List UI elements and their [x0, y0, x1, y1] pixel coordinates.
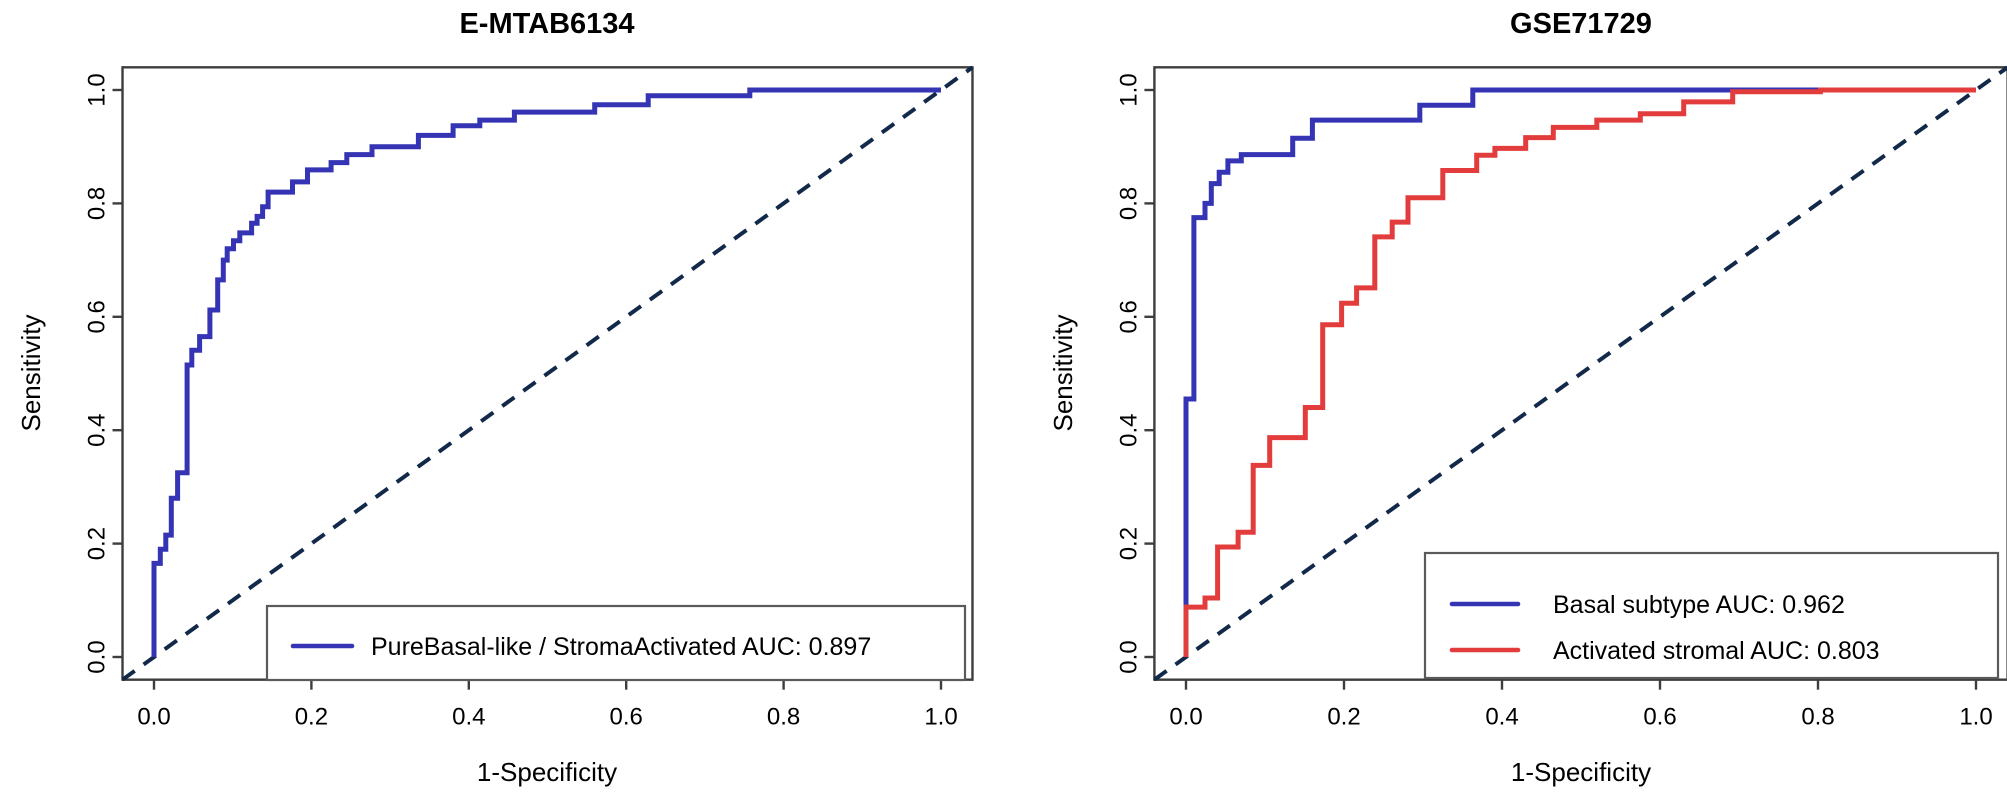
y-tick-label: 0.6 [84, 300, 111, 333]
x-axis-label: 1-Specificity [1511, 757, 1651, 787]
panel-emtab6134: E-MTAB6134 1-Specificity Sensitivity 0.0… [16, 8, 974, 787]
y-tick-label: 0.8 [84, 187, 111, 220]
y-tick-label: 0.0 [84, 640, 111, 673]
plot-frame [1153, 66, 2007, 681]
y-tick-label: 0.2 [1115, 527, 1142, 560]
y-axis-label: Sensitivity [1048, 314, 1078, 431]
x-tick-label: 0.8 [767, 704, 800, 731]
x-tick-label: 1.0 [924, 704, 957, 731]
x-tick-label: 0.8 [1801, 704, 1834, 731]
legend-frame [1423, 551, 2000, 680]
x-axis-label: 1-Specificity [477, 757, 617, 787]
panel-gse71729: GSE71729 1-Specificity Sensitivity 0.0 0.… [1048, 8, 2007, 787]
y-tick-label: 1.0 [84, 73, 111, 106]
x-tick-label: 0.0 [137, 704, 170, 731]
x-tick-label: 1.0 [1959, 704, 1992, 731]
x-tick-label: 0.2 [295, 704, 328, 731]
panel-title: E-MTAB6134 [459, 8, 634, 40]
x-tick-label: 0.2 [1327, 704, 1360, 731]
x-tick-label: 0.6 [610, 704, 643, 731]
x-tick-label: 0.4 [1485, 704, 1518, 731]
x-tick-label: 0.4 [452, 704, 485, 731]
y-tick-label: 0.4 [84, 414, 111, 447]
y-tick-label: 1.0 [1115, 73, 1142, 106]
y-tick-label: 0.0 [1115, 640, 1142, 673]
chance-diagonal-line [121, 65, 974, 682]
legend-label: Basal subtype AUC: 0.962 [1553, 591, 1845, 619]
legend-frame [265, 604, 967, 682]
x-tick-label: 0.6 [1643, 704, 1676, 731]
plot-area: 0.0 0.2 0.4 0.6 0.8 1.0 0.0 0.2 0.4 0.6 0.8 1.0 [1115, 65, 2007, 731]
roc-curve-activated-stromal [1183, 87, 1976, 657]
legend-box: Basal subtype AUC: 0.962 Activated strom… [1423, 551, 2000, 680]
legend-box: PureBasal-like / StromaActivated AUC: 0.… [265, 604, 967, 682]
y-axis-label: Sensitivity [16, 314, 46, 431]
panel-title: GSE71729 [1510, 8, 1652, 40]
x-tick-label: 0.0 [1169, 704, 1202, 731]
legend-label: PureBasal-like / StromaActivated AUC: 0.… [371, 633, 871, 661]
y-tick-label: 0.6 [1115, 300, 1142, 333]
legend-label: Activated stromal AUC: 0.803 [1553, 637, 1880, 665]
roc-curve-basal-subtype [1183, 87, 1976, 657]
y-tick-label: 0.2 [84, 527, 111, 560]
y-tick-label: 0.8 [1115, 187, 1142, 220]
roc-curve-purebasal-like-stromaactivated [151, 87, 941, 657]
chance-diagonal-line [1153, 65, 2007, 682]
plot-area: 0.0 0.2 0.4 0.6 0.8 1.0 0.0 0.2 0.4 0.6 0.8 1.0 [84, 65, 974, 731]
y-tick-label: 0.4 [1115, 414, 1142, 447]
